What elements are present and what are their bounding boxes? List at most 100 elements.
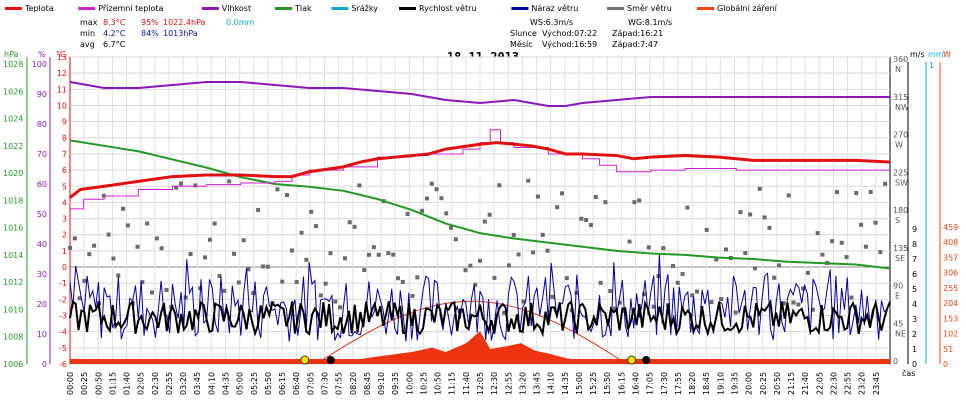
wind-direction-point [164,288,169,293]
wind-direction-point [347,220,352,225]
x-tick-label: 07:55 [335,372,344,395]
legend-label: Vlhkost [222,4,251,13]
humidity-line [69,81,890,107]
w-tick-label: 408 [943,238,958,247]
x-tick-label: 20:50 [773,372,782,395]
dir-tick-letter: SW [895,178,908,187]
x-axis-unit: čas [902,368,915,378]
temp-tick-label: 6 [62,166,67,175]
hpa-tick-label: 1014 [3,251,23,260]
wind-direction-point [540,232,545,237]
moonset-marker [326,356,335,364]
w-tick-label: 0 [943,360,948,369]
wind-speed-line [69,299,891,338]
ms-tick-label: 1 [912,345,917,354]
wind-direction-point [333,299,338,304]
wind-direction-point [400,279,405,284]
wind-direction-point [506,263,511,268]
wind-direction-point [342,256,347,261]
x-tick-label: 00:25 [80,372,89,395]
legend-label: Směr větru [627,4,672,13]
x-tick-label: 21:40 [801,372,810,395]
stats-avg-temp: 6.7°C [103,40,126,49]
wind-direction-point [227,179,232,184]
dir-tick-label: 135 [893,244,908,253]
wind-direction-point [487,212,492,217]
x-tick-label: 04:35 [222,372,231,395]
x-tick-label: 12:55 [504,372,513,395]
legend-swatch [201,7,219,10]
wind-direction-point [820,252,825,257]
wind-direction-point [492,275,497,280]
wind-direction-point [550,294,555,299]
wind-direction-point [183,295,188,300]
wind-direction-point [709,300,714,305]
info-moonset: Západ:7:47 [612,40,658,49]
wind-direction-point [685,205,690,210]
x-tick-label: 15:50 [603,372,612,395]
x-tick-label: 13:45 [533,372,542,395]
temp-tick-label: -2 [59,295,67,304]
w-tick-label: 153 [943,314,958,323]
wind-direction-point [362,268,367,273]
hum-unit: % [38,50,46,59]
x-tick-label: 12:05 [476,372,485,395]
legend-swatch [331,7,349,10]
wind-direction-point [256,207,261,212]
x-tick-label: 15:25 [589,372,598,395]
sunrise-marker [300,355,310,365]
x-tick-label: 00:50 [94,372,103,395]
x-tick-label: 17:30 [660,372,669,395]
w-tick-label: 204 [943,299,958,308]
wind-direction-point [531,250,536,255]
wind-direction-point [724,247,728,252]
temp-tick-label: 13 [57,53,67,62]
wind-direction-point [801,286,806,291]
hpa-tick-label: 1012 [3,278,23,287]
wind-direction-point [497,183,502,188]
info-moon: Měsíc [510,40,533,49]
x-tick-label: 13:20 [518,372,527,395]
ms-tick-label: 7 [912,255,917,264]
wind-direction-point [299,230,304,235]
x-tick-label: 15:00 [575,372,584,395]
temp-tick-label: -5 [59,344,67,353]
temp-tick-label: 8 [62,134,67,143]
dir-tick-label: 90 [893,282,903,291]
wind-direction-point [743,251,748,256]
hum-tick-label: 30 [37,270,47,279]
x-tick-label: 06:40 [292,372,301,395]
wind-direction-point [241,238,246,243]
hpa-unit: hPa [4,50,19,59]
stats-max-press: 1022.4hPa [163,18,206,27]
hum-tick-label: 70 [37,150,47,159]
wind-direction-point [670,263,675,268]
legend-label: Srážky [351,4,378,13]
hpa-tick-label: 1024 [3,115,23,124]
temperature-line [69,141,891,199]
x-tick-label: 05:50 [264,372,273,395]
wind-direction-point [251,291,256,296]
wind-direction-point [323,281,328,286]
temp-tick-label: 10 [57,101,67,110]
wind-direction-point [203,255,208,260]
temp-tick-label: 2 [62,231,67,240]
x-tick-label: 00:00 [66,372,75,395]
stats-max-label: max [80,18,98,27]
x-tick-label: 09:35 [391,372,400,395]
wind-direction-point [526,178,531,183]
temp-tick-label: 0 [62,263,67,272]
wind-direction-point [145,221,150,226]
x-tick-label: 21:15 [787,372,796,395]
wind-direction-point [212,221,217,226]
wind-direction-point [207,237,212,242]
info-gust: WG:8.1m/s [628,18,672,27]
wind-direction-point [555,205,560,210]
wind-direction-point [757,186,762,191]
x-tick-label: 11:40 [462,372,471,395]
wind-direction-point [834,190,839,195]
wind-direction-point [516,252,521,257]
temp-tick-label: 12 [57,69,67,78]
wind-direction-point [738,210,743,215]
wind-direction-point [294,279,299,284]
